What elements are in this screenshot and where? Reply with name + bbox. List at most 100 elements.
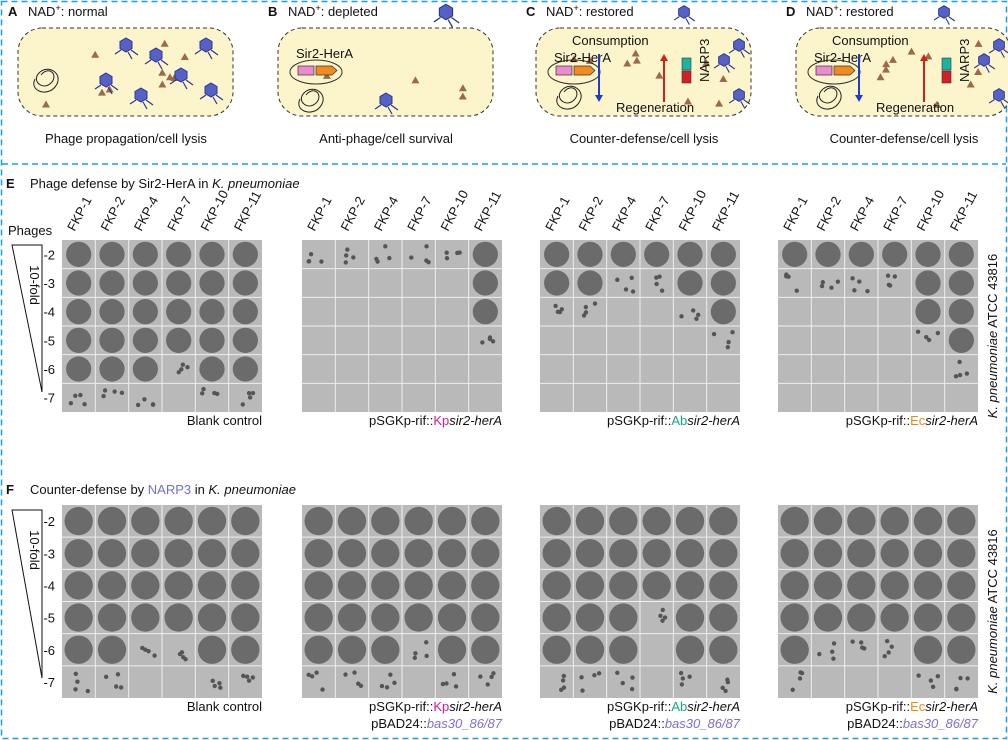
strain-species: K. pneumoniae	[985, 331, 1000, 418]
lysis-spot	[642, 506, 671, 536]
arrow-head	[595, 95, 603, 102]
lysis-spot	[437, 539, 467, 568]
plaque	[926, 337, 932, 343]
lysis-spot	[544, 241, 570, 267]
lysis-spot	[780, 571, 809, 600]
lysis-spot	[66, 299, 92, 325]
phage-icon	[988, 88, 1008, 108]
plaque	[829, 285, 834, 290]
plaque	[889, 644, 894, 649]
plaque	[444, 681, 449, 686]
plaque	[850, 639, 855, 644]
lysis-spot	[575, 506, 605, 536]
phage-name: FKP-4	[371, 194, 402, 234]
plaque	[319, 259, 324, 264]
plaque	[146, 648, 151, 654]
plaque	[654, 275, 659, 280]
lysis-spot	[64, 539, 93, 568]
phage-head	[678, 5, 690, 19]
lysis-spot	[542, 539, 571, 568]
panel-caption: Phage propagation/cell lysis	[45, 131, 207, 146]
phage-icon	[114, 37, 139, 60]
strain: ATCC 43816	[985, 254, 1000, 331]
lysis-spot	[709, 571, 738, 600]
lysis-spot	[404, 539, 433, 568]
plaque	[831, 656, 836, 661]
nad-molecule	[180, 52, 189, 60]
chromosome	[556, 85, 582, 110]
plate-label: pSGKp-rif::Ecsir2-herA	[846, 699, 978, 714]
plaque	[725, 677, 730, 682]
plaque	[798, 670, 803, 675]
lysis-spot	[199, 327, 225, 353]
nad-molecule	[966, 80, 975, 88]
nad-charge: +	[573, 3, 578, 13]
lysis-spot	[404, 571, 433, 600]
phage-head	[99, 72, 113, 88]
lysis-spot	[199, 270, 225, 296]
narp-label: NARP3	[697, 39, 712, 82]
lysis-spot	[913, 603, 943, 632]
plaque	[561, 673, 567, 679]
phage-name: FKP-10	[197, 187, 231, 233]
lysis-spot	[131, 571, 160, 600]
plaque	[112, 389, 117, 394]
lysis-spot	[99, 241, 125, 267]
plaque	[247, 395, 253, 400]
plaque	[246, 390, 252, 396]
phage-head	[204, 82, 218, 98]
phage-legs	[194, 49, 219, 60]
lysis-spot	[231, 539, 260, 568]
phage-name: FKP-1	[542, 194, 573, 234]
plaque	[687, 674, 692, 679]
species-tag: Kp	[433, 413, 449, 428]
lysis-spot	[815, 241, 841, 267]
gene: sir2-herA	[687, 699, 740, 714]
lysis-spot	[166, 327, 192, 353]
panel-letter: A	[8, 4, 18, 19]
plate-label: pSGKp-rif::Absir2-herA	[607, 699, 740, 714]
lysis-spot	[848, 241, 874, 267]
phage-legs	[728, 99, 751, 108]
phage-legs	[728, 49, 751, 58]
species-tag: Ab	[671, 699, 687, 714]
plaque	[886, 650, 891, 655]
plaque	[730, 329, 735, 335]
title-mid: in	[191, 482, 208, 497]
consumption-label: Consumption	[832, 33, 909, 48]
phage-head	[438, 3, 454, 21]
lysis-spot	[847, 539, 876, 568]
nad-molecule	[42, 100, 51, 108]
species: K. pneumoniae	[209, 482, 296, 497]
lysis-spot	[164, 603, 193, 632]
plaque	[212, 390, 217, 396]
plaque	[860, 645, 865, 650]
dilution: -2	[43, 247, 55, 262]
narp-gene-b	[941, 70, 952, 84]
lysis-spot	[915, 299, 941, 325]
title: Phage defense by Sir2-HerA in	[30, 176, 212, 191]
lysis-spot	[709, 506, 738, 536]
lysis-spot	[337, 635, 367, 664]
lysis-spot	[575, 603, 605, 632]
plate-label: pSGKp-rif::Ecsir2-herA	[846, 413, 978, 428]
phage-legs	[374, 104, 399, 115]
plaque	[885, 273, 891, 278]
plaque	[142, 397, 147, 402]
plaque	[375, 259, 380, 264]
plaque	[179, 367, 184, 372]
lysis-spot	[64, 571, 93, 600]
plaque	[660, 607, 665, 613]
plasmid: pSGKp-rif::	[846, 413, 910, 428]
lysis-spot	[813, 506, 843, 536]
lysis-spot	[166, 241, 192, 267]
plaque	[720, 685, 725, 691]
lysis-spot	[948, 299, 974, 325]
lysis-spot	[164, 571, 193, 600]
lysis-spot	[542, 603, 571, 632]
plaque	[694, 316, 699, 322]
lysis-spot	[97, 635, 127, 664]
phage-icon	[199, 82, 224, 105]
panel-letter: F	[6, 482, 14, 497]
plaque	[852, 288, 857, 293]
